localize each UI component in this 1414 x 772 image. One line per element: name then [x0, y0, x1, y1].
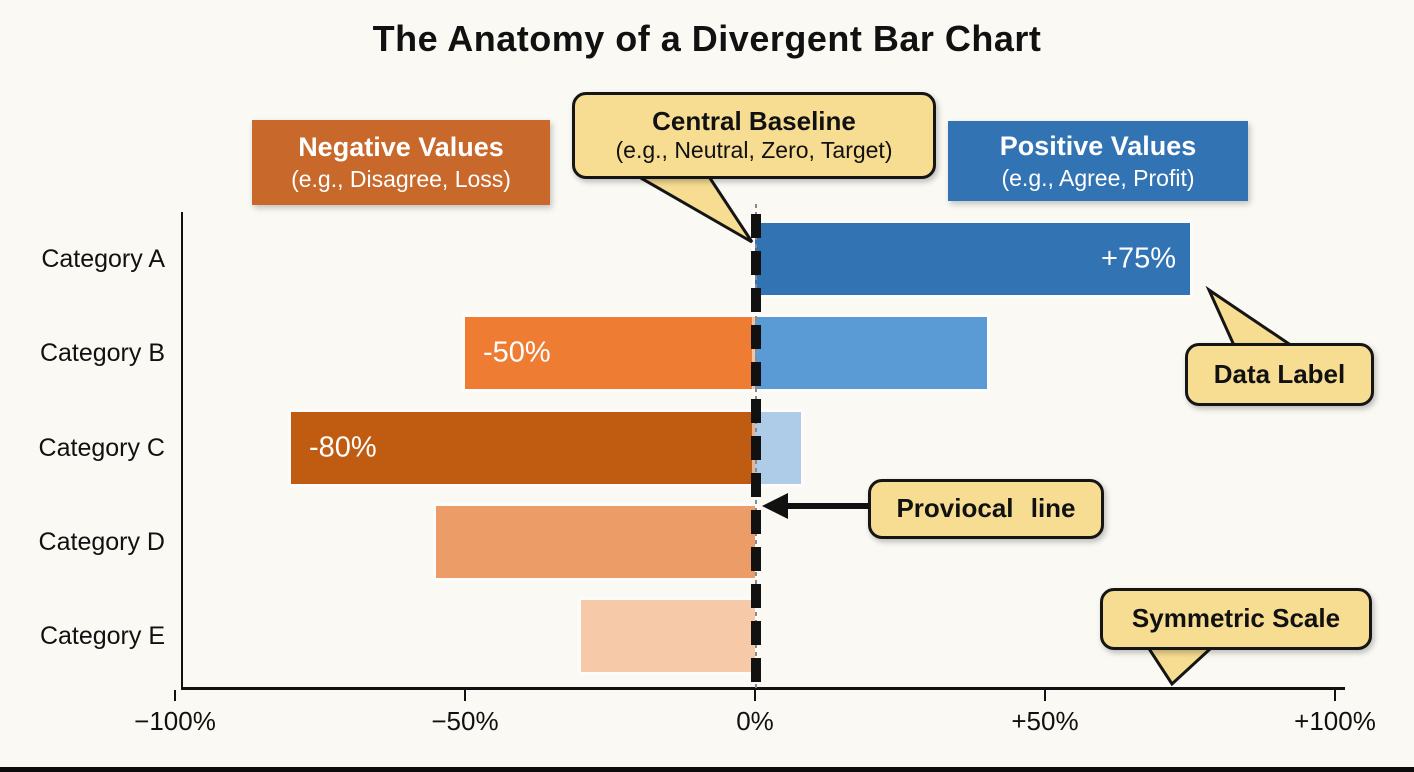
- negative-values-header: Negative Values (e.g., Disagree, Loss): [252, 120, 550, 205]
- bar-segment: -80%: [291, 412, 755, 484]
- x-axis-tick-mark: [1044, 690, 1046, 701]
- bar-data-label: -80%: [309, 431, 377, 464]
- data-label-callout: Data Label: [1185, 343, 1374, 406]
- positive-values-header: Positive Values (e.g., Agree, Profit): [948, 121, 1248, 201]
- bar-segment: [581, 600, 755, 672]
- bar-segment: -50%: [465, 317, 755, 389]
- negative-values-subtitle: (e.g., Disagree, Loss): [291, 166, 511, 192]
- bottom-border-strip: [0, 767, 1414, 772]
- y-axis-line: [181, 212, 183, 688]
- central-baseline-callout-title: Central Baseline: [652, 106, 856, 137]
- central-baseline-dashed-line: [751, 214, 761, 688]
- x-axis-tick-label: 0%: [736, 706, 774, 736]
- bar-data-label: -50%: [483, 336, 551, 369]
- bar-data-label: +75%: [1101, 242, 1176, 275]
- x-axis-tick-mark: [754, 690, 756, 701]
- pivotal-line-callout: Proviocal line: [868, 479, 1104, 539]
- chart-title: The Anatomy of a Divergent Bar Chart: [372, 18, 1042, 59]
- symmetric-scale-callout: Symmetric Scale: [1100, 588, 1372, 650]
- x-axis-tick-mark: [464, 690, 466, 701]
- pivotal-line-callout-text: Proviocal line: [896, 493, 1076, 524]
- x-axis-tick-label: −50%: [431, 706, 499, 736]
- central-baseline-callout-subtitle: (e.g., Neutral, Zero, Target): [615, 137, 893, 164]
- category-label: Category B: [39, 339, 165, 367]
- x-axis-line: [181, 687, 1345, 690]
- category-label: Category D: [38, 528, 165, 556]
- category-label: Category A: [41, 245, 165, 273]
- x-axis-tick-mark: [174, 690, 176, 701]
- bar-segment: [755, 412, 802, 484]
- negative-values-title: Negative Values: [298, 132, 504, 163]
- bar-segment: [755, 317, 987, 389]
- pivotal-line-arrow-head: [762, 493, 788, 519]
- positive-values-subtitle: (e.g., Agree, Profit): [1001, 164, 1195, 191]
- x-axis-tick-label: −100%: [134, 706, 216, 736]
- bar-segment: +75%: [755, 223, 1190, 295]
- central-baseline-callout: Central Baseline (e.g., Neutral, Zero, T…: [572, 92, 936, 179]
- x-axis-tick-mark: [1334, 690, 1336, 701]
- category-label: Category C: [38, 434, 165, 462]
- x-axis-tick-label: +50%: [1011, 706, 1079, 736]
- data-label-callout-text: Data Label: [1213, 358, 1346, 389]
- category-label: Category E: [39, 622, 165, 650]
- positive-values-title: Positive Values: [999, 130, 1197, 161]
- bar-segment: [436, 506, 755, 578]
- symmetric-scale-callout-text: Symmetric Scale: [1131, 603, 1341, 634]
- x-axis-tick-label: +100%: [1294, 706, 1376, 736]
